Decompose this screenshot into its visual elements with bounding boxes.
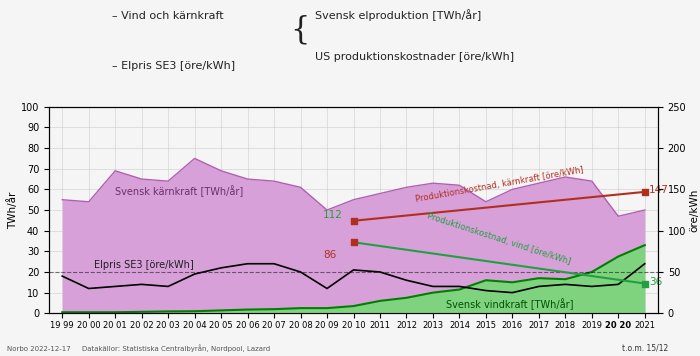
Text: {: { [290, 14, 310, 45]
Point [348, 218, 359, 224]
Text: Produktionskostnad, kärnkraft [öre/kWh]: Produktionskostnad, kärnkraft [öre/kWh] [414, 166, 584, 204]
Text: 36: 36 [649, 277, 662, 287]
Text: US produktionskostnader [öre/kWh]: US produktionskostnader [öre/kWh] [315, 52, 514, 62]
Point [348, 239, 359, 245]
Text: 147: 147 [649, 185, 668, 195]
Y-axis label: TWh/år: TWh/år [7, 192, 18, 229]
Text: Elpris SE3 [öre/kWh]: Elpris SE3 [öre/kWh] [94, 260, 194, 270]
Text: 86: 86 [323, 250, 336, 260]
Text: Svensk vindkraft [TWh/år]: Svensk vindkraft [TWh/år] [446, 298, 574, 310]
Text: – Vind och kärnkraft: – Vind och kärnkraft [112, 11, 223, 21]
Text: 112: 112 [323, 210, 343, 220]
Text: – Elpris SE3 [öre/kWh]: – Elpris SE3 [öre/kWh] [112, 61, 235, 70]
Text: Produktionskostnad, vind [öre/kWh]: Produktionskostnad, vind [öre/kWh] [426, 212, 572, 267]
Text: Svensk elproduktion [TWh/år]: Svensk elproduktion [TWh/år] [315, 9, 482, 21]
Point [639, 189, 650, 195]
Text: Svensk kärnkraft [TWh/år]: Svensk kärnkraft [TWh/år] [116, 186, 244, 198]
Point [639, 281, 650, 286]
Y-axis label: öre/kWh: öre/kWh [689, 188, 699, 232]
Text: t.o.m. 15/12: t.o.m. 15/12 [622, 344, 668, 353]
Text: Norbo 2022-12-17     Datakällor: Statistiska Centralbyrån, Nordpool, Lazard: Norbo 2022-12-17 Datakällor: Statistiska… [7, 345, 270, 352]
